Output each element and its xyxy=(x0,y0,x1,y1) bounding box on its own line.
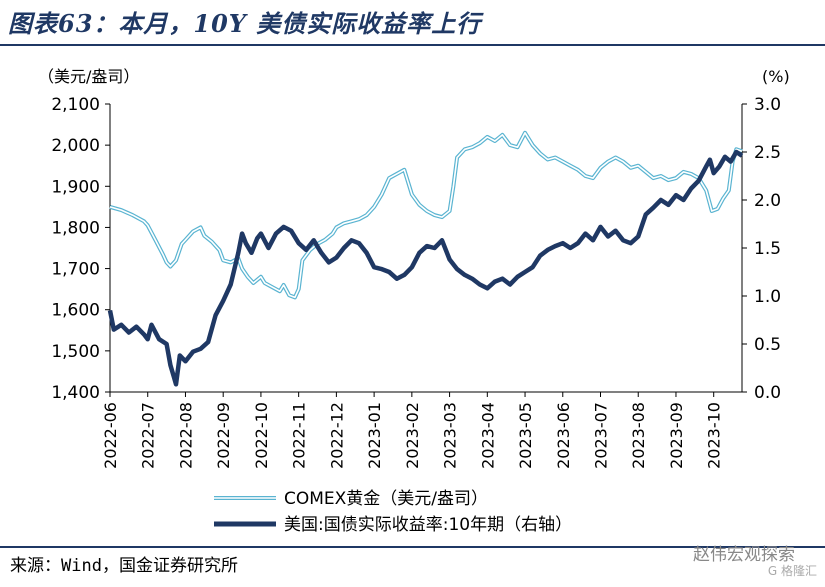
legend-label-real-yield: 美国:国债实际收益率:10年期（右轴） xyxy=(284,515,572,535)
x-tick-label: 2022-11 xyxy=(290,402,309,469)
left-tick-label: 1,600 xyxy=(51,301,100,321)
x-tick-label: 2023-06 xyxy=(554,402,573,469)
left-tick-label: 1,700 xyxy=(51,260,100,280)
left-tick-label: 1,800 xyxy=(51,218,100,238)
x-tick-label: 2023-10 xyxy=(705,402,724,469)
source-note: 来源：Wind，国金证券研究所 xyxy=(10,556,238,576)
x-tick-label: 2023-03 xyxy=(441,402,460,469)
x-tick-label: 2023-08 xyxy=(629,402,648,469)
x-tick-label: 2022-07 xyxy=(139,402,158,469)
gold-series-line-inner xyxy=(109,132,743,299)
real-yield-series-line xyxy=(107,149,744,387)
x-tick-label: 2022-10 xyxy=(252,402,271,469)
right-tick-label: 0.5 xyxy=(754,335,781,355)
right-axis-unit: (%) xyxy=(762,67,790,86)
x-tick-label: 2022-06 xyxy=(101,402,120,469)
right-tick-label: 0.0 xyxy=(754,383,781,403)
x-tick-label: 2022-12 xyxy=(327,402,346,469)
right-tick-label: 1.0 xyxy=(754,287,781,307)
x-tick-label: 2023-07 xyxy=(592,402,611,469)
left-tick-label: 1,900 xyxy=(51,177,100,197)
right-tick-label: 3.0 xyxy=(754,95,781,115)
watermark-sub: G 格隆汇 xyxy=(767,564,817,578)
left-tick-label: 2,000 xyxy=(51,136,100,156)
x-tick-label: 2023-02 xyxy=(403,402,422,469)
left-tick-label: 1,500 xyxy=(51,342,100,362)
footer-divider xyxy=(0,546,825,548)
x-tick-label: 2022-08 xyxy=(176,402,195,469)
chart-axes: 2,100 2,000 1,900 1,800 1,700 1,600 1,500 1,400… xyxy=(51,95,781,469)
legend-label-gold: COMEX黄金（美元/盎司） xyxy=(284,489,488,509)
left-axis-unit: （美元/盎司） xyxy=(38,67,139,86)
title-divider xyxy=(0,44,825,46)
left-tick-label: 2,100 xyxy=(51,95,100,115)
x-tick-label: 2023-09 xyxy=(667,402,686,469)
chart-legend: COMEX黄金（美元/盎司） 美国:国债实际收益率:10年期（右轴） xyxy=(214,489,572,535)
x-tick-label: 2022-09 xyxy=(214,402,233,469)
right-tick-label: 1.5 xyxy=(754,239,781,259)
right-tick-label: 2.5 xyxy=(754,143,781,163)
x-tick-label: 2023-04 xyxy=(478,402,497,469)
x-tick-label: 2023-01 xyxy=(365,402,384,469)
page-title: 图表63：本月，10Y 美债实际收益率上行 xyxy=(8,9,482,38)
chart: （美元/盎司） (%) 2,100 2,000 1,900 1,800 1,700 1,6… xyxy=(38,67,790,535)
watermark: 赵伟宏观探索 xyxy=(693,545,795,565)
right-tick-label: 2.0 xyxy=(754,191,781,211)
left-tick-label: 1,400 xyxy=(51,383,100,403)
chart-series xyxy=(107,130,744,387)
x-tick-label: 2023-05 xyxy=(516,402,535,469)
